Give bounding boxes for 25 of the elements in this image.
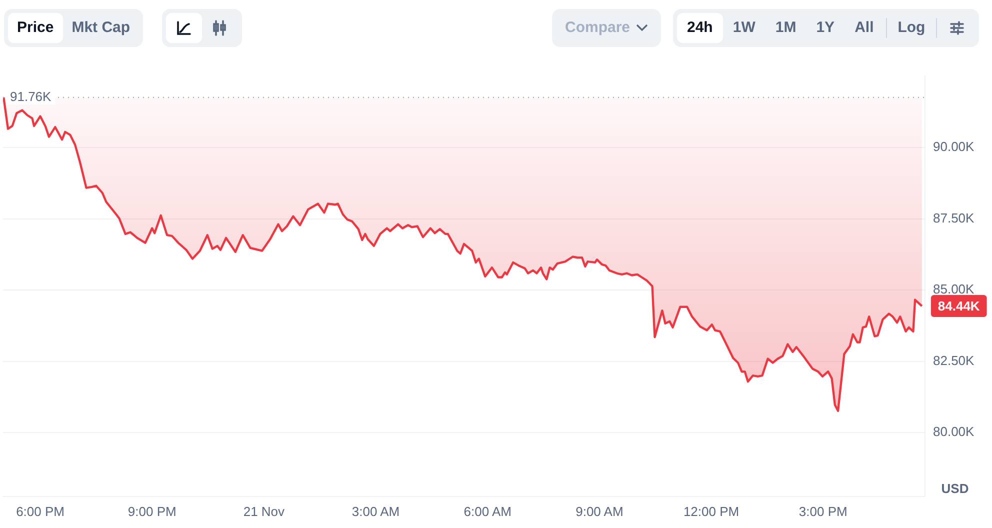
- y-tick-label: 90.00K: [933, 139, 975, 154]
- y-tick-label: 82.50K: [933, 352, 975, 368]
- x-tick-label: 6:00 AM: [464, 504, 512, 519]
- x-tick-label: 3:00 PM: [798, 504, 848, 519]
- y-tick-label: 87.50K: [933, 210, 975, 226]
- x-tick-label: 12:00 PM: [683, 504, 740, 519]
- annotation: 84.44K: [938, 298, 980, 314]
- text: Log: [896, 18, 926, 38]
- x-tick-label: 3:00 AM: [352, 504, 400, 519]
- y-tick-label: 80.00K: [933, 424, 975, 440]
- x-tick-label: 21 Nov: [243, 504, 286, 519]
- text: 24h: [677, 13, 723, 43]
- text: All: [854, 18, 875, 38]
- text: Compare: [565, 18, 630, 38]
- text: Mkt Cap: [70, 18, 132, 38]
- x-tick-label: 6:00 PM: [16, 504, 64, 519]
- text: 1W: [732, 18, 756, 38]
- ref-line-label: 91.76K: [10, 89, 52, 104]
- text: 1M: [774, 18, 798, 38]
- y-axis-title: USD: [941, 480, 969, 496]
- y-tick-label: 85.00K: [933, 282, 975, 297]
- text: Price: [8, 13, 63, 43]
- text: 1Y: [815, 18, 836, 38]
- x-tick-label: 9:00 AM: [576, 504, 624, 519]
- x-tick-label: 9:00 PM: [128, 504, 176, 519]
